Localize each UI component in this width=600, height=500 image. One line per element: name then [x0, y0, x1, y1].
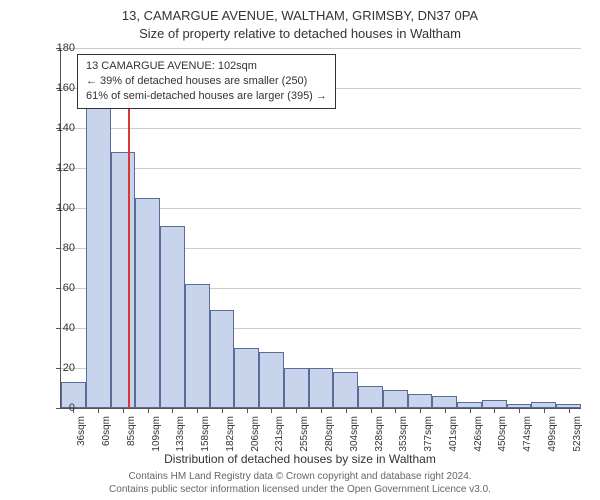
histogram-bar [408, 394, 433, 408]
histogram-bar [358, 386, 383, 408]
histogram-bar [309, 368, 334, 408]
x-tick-mark [371, 408, 372, 413]
x-tick-mark [98, 408, 99, 413]
x-tick-mark [420, 408, 421, 413]
histogram-bar [135, 198, 160, 408]
y-tick-label: 40 [45, 322, 75, 334]
y-tick-label: 60 [45, 282, 75, 294]
x-tick-mark [296, 408, 297, 413]
y-tick-label: 160 [45, 82, 75, 94]
y-tick-label: 120 [45, 162, 75, 174]
x-tick-label: 450sqm [497, 416, 508, 452]
x-tick-mark [494, 408, 495, 413]
x-tick-mark [271, 408, 272, 413]
histogram-bar [482, 400, 507, 408]
x-tick-mark [321, 408, 322, 413]
x-tick-label: 353sqm [398, 416, 409, 452]
x-tick-mark [544, 408, 545, 413]
y-tick-label: 180 [45, 42, 75, 54]
x-tick-label: 377sqm [423, 416, 434, 452]
x-tick-label: 328sqm [374, 416, 385, 452]
x-tick-label: 304sqm [349, 416, 360, 452]
x-tick-label: 280sqm [324, 416, 335, 452]
histogram-bar [210, 310, 235, 408]
x-tick-label: 499sqm [547, 416, 558, 452]
attribution-text: Contains HM Land Registry data © Crown c… [0, 470, 600, 496]
grid-line [61, 128, 581, 129]
x-tick-mark [172, 408, 173, 413]
histogram-bar [259, 352, 284, 408]
x-tick-mark [470, 408, 471, 413]
histogram-bar [86, 102, 111, 408]
x-tick-label: 255sqm [299, 416, 310, 452]
x-tick-label: 85sqm [126, 416, 137, 446]
x-tick-mark [445, 408, 446, 413]
annotation-line3: 61% of semi-detached houses are larger (… [86, 89, 327, 104]
x-tick-mark [395, 408, 396, 413]
histogram-bar [160, 226, 185, 408]
x-tick-mark [569, 408, 570, 413]
grid-line [61, 168, 581, 169]
x-tick-mark [123, 408, 124, 413]
y-tick-label: 100 [45, 202, 75, 214]
x-tick-label: 60sqm [101, 416, 112, 446]
x-tick-label: 182sqm [225, 416, 236, 452]
histogram-bar [284, 368, 309, 408]
x-tick-label: 109sqm [151, 416, 162, 452]
x-tick-mark [148, 408, 149, 413]
y-tick-label: 0 [45, 402, 75, 414]
histogram-bar [432, 396, 457, 408]
x-tick-mark [519, 408, 520, 413]
x-tick-label: 426sqm [473, 416, 484, 452]
plot-area: 13 CAMARGUE AVENUE: 102sqm← 39% of detac… [60, 48, 581, 409]
annotation-line1: 13 CAMARGUE AVENUE: 102sqm [86, 59, 327, 74]
x-tick-label: 133sqm [175, 416, 186, 452]
annotation-line2: ← 39% of detached houses are smaller (25… [86, 74, 327, 89]
x-tick-mark [197, 408, 198, 413]
x-tick-label: 401sqm [448, 416, 459, 452]
x-tick-mark [247, 408, 248, 413]
x-tick-label: 474sqm [522, 416, 533, 452]
marker-line [128, 92, 130, 408]
grid-line [61, 48, 581, 49]
histogram-bar [333, 372, 358, 408]
y-tick-label: 80 [45, 242, 75, 254]
chart-title-main: 13, CAMARGUE AVENUE, WALTHAM, GRIMSBY, D… [0, 8, 600, 23]
y-tick-label: 140 [45, 122, 75, 134]
histogram-bar [383, 390, 408, 408]
x-tick-mark [346, 408, 347, 413]
x-axis-label: Distribution of detached houses by size … [0, 452, 600, 466]
histogram-bar [111, 152, 136, 408]
x-tick-label: 158sqm [200, 416, 211, 452]
chart-title-sub: Size of property relative to detached ho… [0, 26, 600, 41]
chart-container: 13, CAMARGUE AVENUE, WALTHAM, GRIMSBY, D… [0, 0, 600, 500]
y-tick-label: 20 [45, 362, 75, 374]
annotation-box: 13 CAMARGUE AVENUE: 102sqm← 39% of detac… [77, 54, 336, 109]
x-tick-mark [222, 408, 223, 413]
histogram-bar [234, 348, 259, 408]
x-tick-label: 231sqm [274, 416, 285, 452]
histogram-bar [185, 284, 210, 408]
x-tick-label: 36sqm [76, 416, 87, 446]
attribution-line2: Contains public sector information licen… [0, 483, 600, 496]
x-tick-label: 206sqm [250, 416, 261, 452]
attribution-line1: Contains HM Land Registry data © Crown c… [0, 470, 600, 483]
x-tick-label: 523sqm [572, 416, 583, 452]
